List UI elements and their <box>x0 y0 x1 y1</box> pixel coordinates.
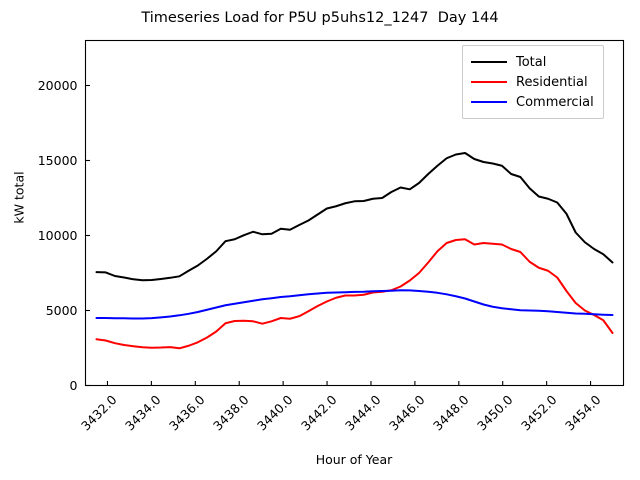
chart-title: Timeseries Load for P5U p5uhs12_1247 Day… <box>141 10 499 26</box>
legend-item: Total <box>471 52 594 72</box>
legend-swatch <box>471 101 507 103</box>
axes-frame <box>84 39 625 387</box>
series-line-residential <box>95 238 614 350</box>
x-axis-label: Hour of Year <box>315 452 393 467</box>
legend-label: Total <box>516 54 547 70</box>
y-tick-label: 15000 <box>37 152 78 168</box>
series-line-total <box>95 152 614 282</box>
y-tick-label: 10000 <box>37 227 78 243</box>
y-tick-label: 20000 <box>37 77 78 93</box>
legend-item: Commercial <box>471 92 594 112</box>
legend-label: Commercial <box>516 94 594 110</box>
legend-swatch <box>471 61 507 63</box>
chart-legend: Total Residential Commercial <box>462 45 604 119</box>
legend-swatch <box>471 81 507 83</box>
series-line-commercial <box>95 289 614 320</box>
legend-item: Residential <box>471 72 594 92</box>
y-tick-label: 5000 <box>45 302 78 318</box>
y-tick-label: 0 <box>69 377 78 393</box>
legend-label: Residential <box>516 74 588 90</box>
